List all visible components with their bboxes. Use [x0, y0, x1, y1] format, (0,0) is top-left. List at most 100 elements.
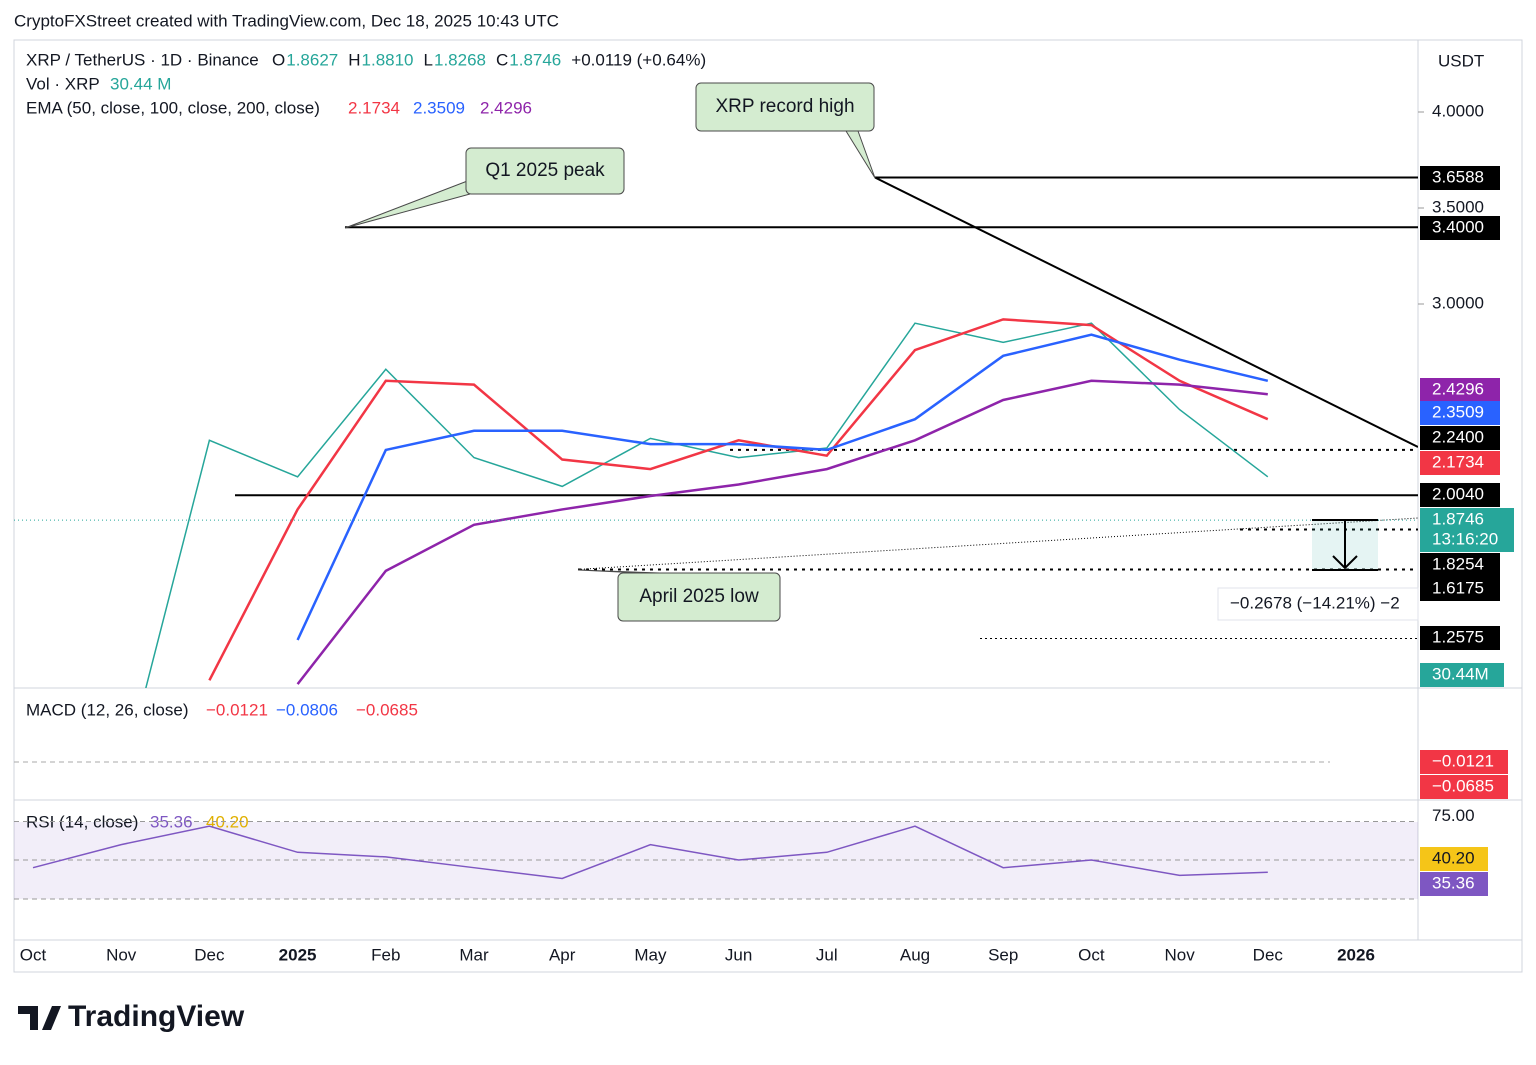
ema-line — [208, 318, 1269, 681]
callout-label: Q1 2025 peak — [485, 160, 605, 181]
ema-legend-value: 2.1734 — [348, 98, 400, 117]
currency: USDT — [1438, 51, 1484, 70]
rsi-line — [32, 825, 1268, 880]
x-tick-label: Apr — [549, 945, 576, 964]
x-tick-label: 2025 — [279, 945, 317, 964]
level-label: 2.2400 — [1432, 427, 1484, 446]
x-tick-label: Aug — [900, 945, 930, 964]
rsi-legend: RSI (14, close) — [26, 812, 138, 831]
rsi-badge — [1420, 847, 1488, 871]
ema-badge — [1420, 378, 1500, 402]
callout-tail — [344, 179, 471, 229]
x-tick-label: Nov — [106, 945, 137, 964]
ohlc: L — [424, 50, 433, 69]
ema-badge — [1420, 451, 1500, 475]
callout-label: XRP record high — [715, 96, 854, 117]
rsi-tick-label: 75.00 — [1432, 806, 1475, 825]
volume-badge-label: 30.44M — [1432, 664, 1489, 683]
callout-tail — [577, 569, 661, 574]
macd-legend-value: −0.0806 — [276, 700, 338, 719]
rsi-badge-label: 35.36 — [1432, 873, 1475, 892]
ohlc: 1.8627 — [286, 50, 338, 69]
volume-badge — [1420, 663, 1504, 687]
trendline — [874, 176, 1418, 448]
macd-badge — [1420, 750, 1508, 774]
level-badge — [1420, 216, 1500, 240]
ohlc: O — [272, 50, 285, 69]
macd-legend: MACD (12, 26, close) — [26, 700, 189, 719]
brand: TradingView — [68, 1000, 245, 1033]
x-tick-label: Nov — [1164, 945, 1195, 964]
macd-badge — [1420, 775, 1508, 799]
level-label: 1.2575 — [1432, 627, 1484, 646]
macd-legend-value: −0.0685 — [356, 700, 418, 719]
level-label: 3.6588 — [1432, 167, 1484, 186]
measure-label-box — [1217, 587, 1419, 621]
rsi-badge — [1420, 872, 1488, 896]
callout — [465, 147, 625, 195]
macd-legend-value: −0.0121 — [206, 700, 268, 719]
callout — [695, 82, 875, 132]
measure-arrow — [1312, 519, 1378, 571]
last-price-label: 1.8746 — [1432, 509, 1484, 528]
callout-label: April 2025 low — [639, 586, 759, 607]
y-tick-label: 3.5000 — [1432, 197, 1484, 216]
ohlc: C — [496, 50, 508, 69]
trendline — [577, 517, 1418, 570]
x-tick-label: Oct — [20, 945, 47, 964]
frame — [13, 39, 1523, 973]
ema-badge — [1420, 401, 1500, 425]
macd-badge-label: −0.0685 — [1432, 776, 1494, 795]
rsi-badge-label: 40.20 — [1432, 848, 1475, 867]
symbol: XRP / TetherUS · 1D · Binance — [26, 50, 259, 69]
ohlc: +0.0119 (+0.64%) — [571, 50, 706, 69]
callout — [617, 572, 781, 622]
callout-tail — [845, 130, 876, 179]
measure-label: −0.2678 (−14.21%) −2 — [1230, 593, 1400, 612]
level-label: 1.6175 — [1432, 578, 1484, 597]
x-tick-label: Dec — [194, 945, 225, 964]
level-label: 3.4000 — [1432, 217, 1484, 236]
x-tick-label: Jul — [816, 945, 838, 964]
level-badge — [1420, 426, 1500, 450]
ema-badge-label: 2.1734 — [1432, 452, 1484, 471]
x-tick-label: Dec — [1253, 945, 1284, 964]
x-tick-label: Jun — [725, 945, 752, 964]
ema-line — [296, 379, 1268, 685]
ohlc: H — [348, 50, 360, 69]
ema-line — [296, 333, 1269, 641]
level-badge — [1420, 626, 1500, 650]
rsi-legend-value: 40.20 — [206, 812, 249, 831]
ema-legend-value: 2.3509 — [413, 98, 465, 117]
ema-legend: EMA (50, close, 100, close, 200, close) — [26, 98, 320, 117]
logo: TradingView — [18, 1000, 245, 1033]
ema-badge-label: 2.4296 — [1432, 379, 1484, 398]
countdown: 13:16:20 — [1432, 529, 1498, 548]
y-tick-label: 3.0000 — [1432, 293, 1484, 312]
x-tick-label: Feb — [371, 945, 400, 964]
x-tick-label: 2026 — [1337, 945, 1375, 964]
ema-legend-value: 2.4296 — [480, 98, 532, 117]
price-pane — [145, 176, 1418, 688]
volume-legend: Vol · XRP — [26, 74, 100, 93]
x-tick-label: Oct — [1078, 945, 1105, 964]
x-tick-label: Mar — [459, 945, 489, 964]
macd-badge-label: −0.0121 — [1432, 751, 1494, 770]
level-label: 1.8254 — [1432, 554, 1484, 573]
ohlc: 1.8268 — [434, 50, 486, 69]
ema-badge-label: 2.3509 — [1432, 402, 1484, 421]
ohlc: 1.8746 — [509, 50, 561, 69]
y-tick-label: 4.0000 — [1432, 101, 1484, 120]
last-price-badge — [1420, 508, 1514, 552]
price-line — [145, 322, 1269, 688]
x-tick-label: May — [634, 945, 667, 964]
level-badge — [1420, 166, 1500, 190]
x-tick-label: Sep — [988, 945, 1018, 964]
volume-legend-value: 30.44 M — [110, 74, 171, 93]
credit: CryptoFXStreet created with TradingView.… — [14, 11, 559, 30]
level-label: 2.0040 — [1432, 484, 1484, 503]
level-badge — [1420, 553, 1500, 577]
level-badge — [1420, 483, 1500, 507]
ohlc: 1.8810 — [362, 50, 414, 69]
